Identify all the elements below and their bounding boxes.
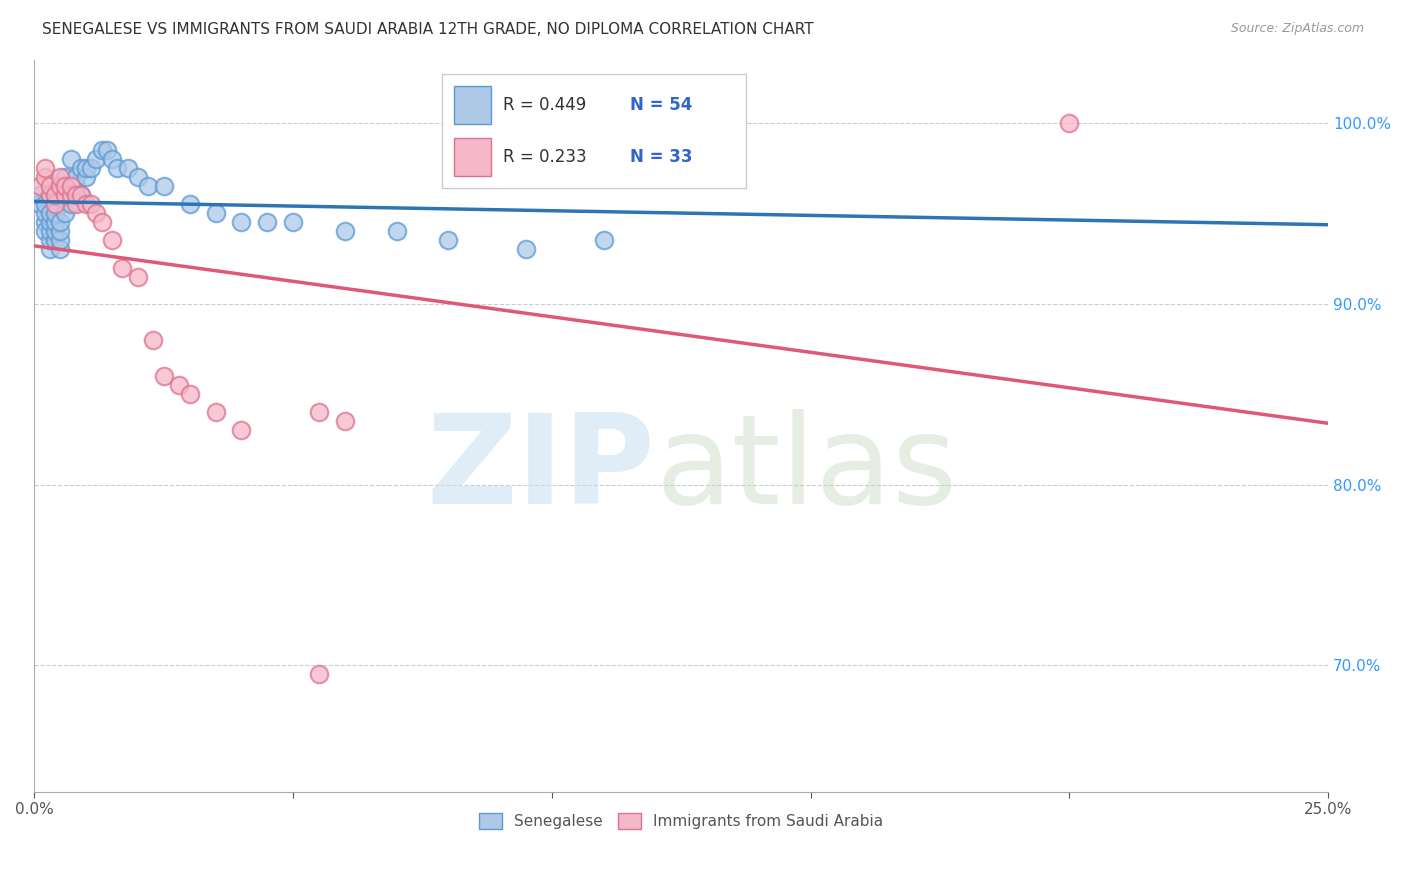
Point [38,179,60,194]
Point [281,215,304,229]
Text: SENEGALESE VS IMMIGRANTS FROM SAUDI ARABIA 12TH GRADE, NO DIPLOMA CORRELATION CH: SENEGALESE VS IMMIGRANTS FROM SAUDI ARAB… [42,22,814,37]
Point [38,215,60,229]
Point [28,179,51,194]
Point [44,188,66,202]
Point [38,206,60,220]
Point [55,206,77,220]
Point [44,197,66,211]
Point [44,206,66,220]
Point [80,161,103,175]
Point [308,667,330,681]
Legend: Senegalese, Immigrants from Saudi Arabia: Senegalese, Immigrants from Saudi Arabia [472,807,890,836]
Point [308,405,330,419]
Point [49,170,72,185]
Point [105,161,128,175]
Point [515,243,537,257]
Point [696,134,718,148]
Point [44,234,66,248]
Point [44,188,66,202]
Point [333,414,356,428]
Point [111,260,134,275]
Point [28,197,51,211]
Point [49,224,72,238]
Point [55,170,77,185]
Point [117,161,139,175]
Point [38,188,60,202]
Point [179,387,201,401]
Point [385,224,408,238]
Point [49,215,72,229]
Point [70,161,93,175]
Point [86,206,108,220]
Point [65,188,87,202]
Point [34,161,56,175]
Point [65,197,87,211]
Point [204,206,226,220]
Point [44,215,66,229]
Point [169,378,191,392]
Point [101,152,124,166]
Point [142,333,165,347]
Point [49,179,72,194]
Point [101,234,124,248]
Point [59,197,82,211]
Point [333,224,356,238]
Point [75,161,97,175]
Point [1059,116,1081,130]
Point [49,243,72,257]
Point [152,369,174,384]
Point [34,224,56,238]
Point [592,234,614,248]
Point [90,143,112,157]
Point [96,143,118,157]
Point [44,224,66,238]
Point [34,197,56,211]
Point [231,423,253,437]
Point [38,224,60,238]
Point [55,188,77,202]
Point [70,188,93,202]
Text: ZIP: ZIP [426,409,655,530]
Point [127,170,149,185]
Point [49,234,72,248]
Point [179,197,201,211]
Point [55,179,77,194]
Point [65,170,87,185]
Text: Source: ZipAtlas.com: Source: ZipAtlas.com [1230,22,1364,36]
Point [65,179,87,194]
Point [59,152,82,166]
Point [136,179,159,194]
Point [59,179,82,194]
Point [86,152,108,166]
Point [34,170,56,185]
Point [80,197,103,211]
Point [38,234,60,248]
Point [75,197,97,211]
Point [152,179,174,194]
Text: atlas: atlas [655,409,957,530]
Point [127,269,149,284]
Point [204,405,226,419]
Point [34,215,56,229]
Point [70,188,93,202]
Point [34,206,56,220]
Point [55,188,77,202]
Point [38,243,60,257]
Point [59,188,82,202]
Point [75,170,97,185]
Point [90,215,112,229]
Point [28,188,51,202]
Point [256,215,278,229]
Point [437,234,460,248]
Point [59,188,82,202]
Point [38,188,60,202]
Point [231,215,253,229]
